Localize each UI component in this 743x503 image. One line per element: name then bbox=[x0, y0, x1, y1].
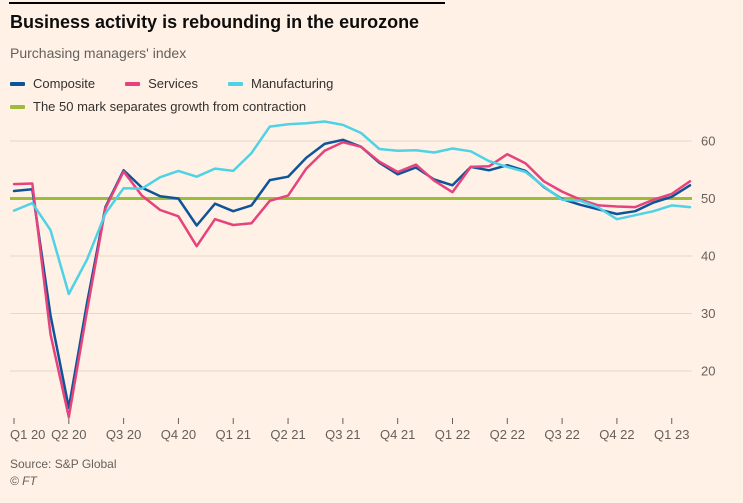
x-tick-label: Q1 20 bbox=[10, 427, 45, 442]
x-tick-label: Q4 20 bbox=[161, 427, 196, 442]
x-tick-label: Q2 21 bbox=[270, 427, 305, 442]
legend-label-composite: Composite bbox=[33, 76, 96, 91]
y-tick-label-40: 40 bbox=[701, 249, 715, 264]
x-tick-label: Q1 22 bbox=[435, 427, 470, 442]
legend-label-threshold: The 50 mark separates growth from contra… bbox=[33, 99, 307, 114]
chart-subtitle: Purchasing managers' index bbox=[10, 45, 187, 61]
composite-line-swatch bbox=[10, 81, 25, 86]
legend-label-manufacturing: Manufacturing bbox=[251, 76, 334, 91]
series-line-manufacturing bbox=[12, 120, 692, 296]
x-tick-label: Q1 21 bbox=[216, 427, 251, 442]
source-note: Source: S&P Global bbox=[10, 457, 117, 471]
legend-item-services: Services bbox=[125, 76, 198, 91]
legend-item-threshold: The 50 mark separates growth from contra… bbox=[10, 99, 306, 114]
services-line-swatch bbox=[125, 81, 141, 86]
y-tick-label-20: 20 bbox=[701, 364, 715, 379]
chart-title: Business activity is rebounding in the e… bbox=[10, 12, 420, 32]
x-tick-label: Q3 22 bbox=[544, 427, 579, 442]
legend-label-services: Services bbox=[148, 76, 198, 91]
x-tick-label: Q2 20 bbox=[51, 427, 86, 442]
series-line-services bbox=[12, 140, 692, 419]
legend: Composite Services Manufacturing The 50 … bbox=[10, 76, 733, 114]
manufacturing-line-swatch bbox=[228, 81, 243, 86]
y-tick-label-30: 30 bbox=[701, 306, 715, 321]
legend-item-composite: Composite bbox=[10, 76, 95, 91]
x-tick-label: Q4 22 bbox=[599, 427, 634, 442]
threshold-line-swatch bbox=[10, 104, 25, 109]
ft-copyright: © FT bbox=[10, 474, 37, 488]
top-rule bbox=[9, 2, 445, 4]
x-tick-label: Q3 21 bbox=[325, 427, 360, 442]
series-line-composite bbox=[12, 138, 692, 410]
x-tick-label: Q2 22 bbox=[490, 427, 525, 442]
legend-item-manufacturing: Manufacturing bbox=[228, 76, 333, 91]
legend-row-threshold: The 50 mark separates growth from contra… bbox=[10, 99, 733, 114]
x-tick-label: Q1 23 bbox=[654, 427, 689, 442]
pmi-line-chart: 20 30 40 50 60 Q1 20 Q2 20 Q3 20 Q4 20 Q1 21 Q2 21… bbox=[10, 120, 715, 442]
y-tick-label-50: 50 bbox=[701, 191, 715, 206]
x-tick-label: Q4 21 bbox=[380, 427, 415, 442]
x-tick-label: Q3 20 bbox=[106, 427, 141, 442]
y-tick-label-60: 60 bbox=[701, 134, 715, 149]
legend-row-series: Composite Services Manufacturing bbox=[10, 76, 733, 91]
